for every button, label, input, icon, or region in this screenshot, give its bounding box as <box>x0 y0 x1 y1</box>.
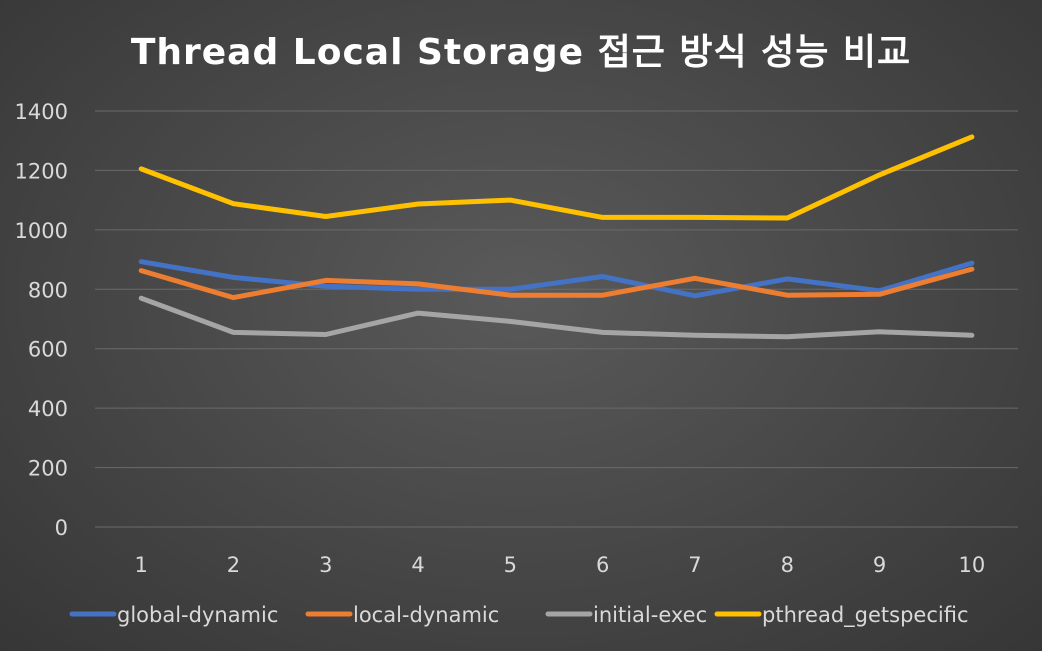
series-line-initial-exec <box>138 295 975 340</box>
legend-label: pthread_getspecific <box>762 603 969 628</box>
y-tick-label: 1400 <box>15 100 68 124</box>
legend-label: global-dynamic <box>117 603 278 627</box>
y-axis-ticks: 0 200 400 600 800 1000 1200 1400 <box>15 100 68 540</box>
legend-label: initial-exec <box>593 603 707 627</box>
x-tick-label: 2 <box>227 553 240 577</box>
chart-title: Thread Local Storage 접근 방식 성능 비교 <box>131 32 911 73</box>
x-tick-label: 4 <box>411 553 424 577</box>
y-tick-label: 1000 <box>15 219 68 243</box>
x-axis-ticks: 1 2 3 4 5 6 7 8 9 10 <box>134 553 985 577</box>
gridlines <box>95 110 1018 528</box>
y-tick-label: 200 <box>28 457 68 481</box>
x-tick-label: 6 <box>596 553 609 577</box>
series-lines <box>138 134 975 340</box>
legend-label: local-dynamic <box>353 603 499 627</box>
series-line-global-dynamic <box>138 259 975 299</box>
series-line-local-dynamic <box>138 266 975 301</box>
x-tick-label: 3 <box>319 553 332 577</box>
y-tick-label: 800 <box>28 278 68 302</box>
x-tick-label: 5 <box>504 553 517 577</box>
x-tick-label: 8 <box>781 553 794 577</box>
y-tick-label: 400 <box>28 397 68 421</box>
x-tick-label: 1 <box>134 553 147 577</box>
y-tick-label: 1200 <box>15 159 68 183</box>
y-tick-label: 600 <box>28 338 68 362</box>
x-tick-label: 9 <box>873 553 886 577</box>
x-tick-label: 7 <box>688 553 701 577</box>
series-line-pthread-getspecific <box>138 134 975 221</box>
x-tick-label: 10 <box>958 553 985 577</box>
y-tick-label: 0 <box>55 516 68 540</box>
legend: global-dynamic local-dynamic initial-exec p… <box>69 603 969 628</box>
